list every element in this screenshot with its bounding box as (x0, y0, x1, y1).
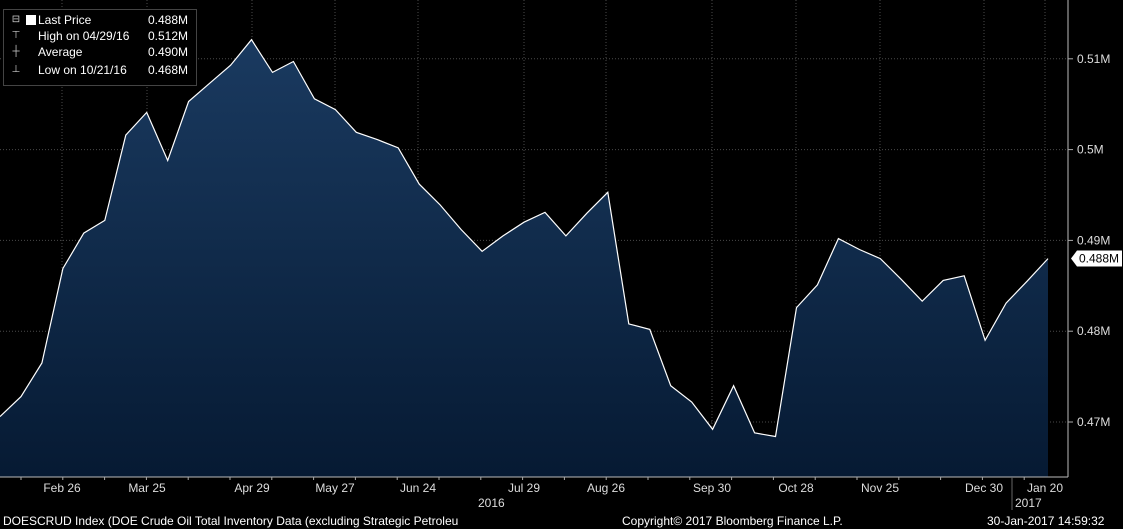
axes (0, 0, 1069, 478)
x-tick-label: May 27 (315, 481, 355, 495)
y-axis-ticks: 0.47M 0.48M 0.49M 0.5M 0.51M (1068, 52, 1110, 429)
x-tick-label: Sep 30 (693, 481, 731, 495)
legend-name: Low on 10/21/16 (38, 63, 127, 77)
last-price-tag-box (1071, 250, 1122, 267)
legend-name: Average (38, 45, 83, 59)
y-tick-label: 0.47M (1077, 415, 1110, 429)
low-marker-icon: ⊥ (11, 64, 21, 75)
last-price-tag-label: 0.488M (1079, 252, 1119, 266)
x-tick-label: Feb 26 (43, 481, 81, 495)
average-marker-icon: ┼ (12, 46, 20, 57)
y-tick-label: 0.48M (1077, 324, 1110, 338)
y-tick-label: 0.51M (1077, 52, 1110, 66)
price-area (0, 39, 1048, 477)
x-tick-label: Aug 26 (587, 481, 625, 495)
y-tick-label: 0.49M (1077, 233, 1110, 247)
legend: ⊟ Last Price 0.488M ⊤ High on 04/29/16 0… (3, 9, 197, 86)
x-tick-label: Jul 29 (508, 481, 540, 495)
timestamp: 30-Jan-2017 14:59:32 (987, 514, 1105, 528)
last-price-swatch (26, 15, 36, 25)
index-description: DOESCRUD Index (DOE Crude Oil Total Inve… (3, 514, 459, 528)
high-marker-icon: ⊤ (11, 30, 21, 41)
price-line (0, 38, 1049, 438)
x-tick-label: Apr 29 (234, 481, 270, 495)
legend-value: 0.468M (148, 63, 189, 77)
legend-value: 0.488M (148, 13, 189, 27)
legend-name: High on 04/29/16 (38, 29, 130, 43)
collapse-icon[interactable]: ⊟ (11, 14, 21, 25)
x-tick-label: Nov 25 (861, 481, 899, 495)
y-tick-label: 0.5M (1077, 143, 1104, 157)
year-label-2016: 2016 (478, 496, 505, 510)
legend-value: 0.490M (148, 45, 189, 59)
x-tick-label: Oct 28 (778, 481, 814, 495)
last-price-tag: 0.488M (1071, 250, 1122, 267)
year-label-2017: 2017 (1015, 496, 1042, 510)
x-axis-ticks: Feb 26 Mar 25 Apr 29 May 27 Jun 24 Jul 29 Aug … (20, 477, 1063, 510)
legend-value: 0.512M (148, 29, 189, 43)
x-tick-label: Jan 20 (1027, 481, 1063, 495)
x-tick-label: Mar 25 (128, 481, 166, 495)
copyright: Copyright© 2017 Bloomberg Finance L.P. (622, 514, 843, 528)
x-tick-label: Jun 24 (400, 481, 436, 495)
x-tick-label: Dec 30 (965, 481, 1003, 495)
legend-name: Last Price (38, 13, 92, 27)
